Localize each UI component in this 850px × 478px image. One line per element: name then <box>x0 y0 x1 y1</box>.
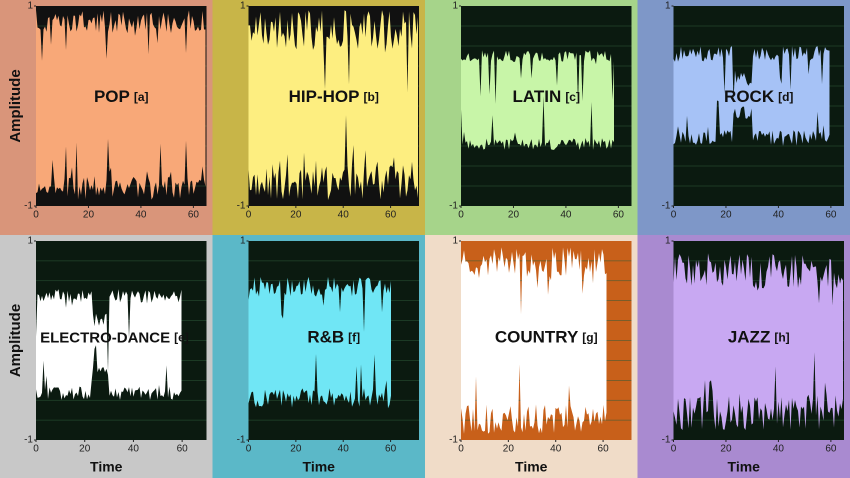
waveform <box>673 46 830 146</box>
x-axis-label: Time <box>515 459 548 475</box>
y-tick-label: -1 <box>24 201 33 212</box>
panel-title-text: ELECTRO-DANCE <box>40 329 170 346</box>
x-tick-label: 40 <box>128 444 140 455</box>
y-tick-label: -1 <box>24 435 33 446</box>
x-tick-label: 0 <box>458 444 464 455</box>
x-tick-label: 20 <box>79 444 91 455</box>
x-tick-label: 60 <box>188 210 200 221</box>
panel-title: R&B [f] <box>307 328 360 347</box>
panel-title: ELECTRO-DANCE [e] <box>40 329 189 346</box>
x-tick-label: 40 <box>773 210 785 221</box>
x-tick-label: 60 <box>613 210 625 221</box>
panel-title: LATIN [c] <box>513 87 580 106</box>
waveform <box>36 10 206 200</box>
panel-title-text: LATIN <box>513 87 562 106</box>
panel-title: JAZZ [h] <box>728 328 790 347</box>
x-tick-label: 20 <box>503 444 515 455</box>
panel-title-text: HIP-HOP <box>289 87 360 106</box>
waveform <box>673 253 843 430</box>
y-tick-label: 1 <box>27 1 33 12</box>
x-tick-label: 40 <box>560 210 572 221</box>
panel-tag: [b] <box>364 90 379 104</box>
x-axis-label: Time <box>728 459 761 475</box>
panel-tag: [a] <box>134 90 149 104</box>
x-tick-label: 40 <box>135 210 147 221</box>
y-tick-label: -1 <box>662 435 671 446</box>
x-tick-label: 60 <box>825 444 837 455</box>
panel-tag: [c] <box>565 90 580 104</box>
y-tick-label: 1 <box>452 236 458 247</box>
panel-title-text: R&B <box>307 328 344 347</box>
panel-tag: [g] <box>582 331 597 345</box>
x-tick-label: 60 <box>598 444 610 455</box>
x-tick-label: 0 <box>246 210 252 221</box>
y-tick-label: 1 <box>665 236 671 247</box>
x-tick-label: 20 <box>290 444 302 455</box>
x-tick-label: 0 <box>671 210 677 221</box>
panel-title-text: POP <box>94 87 130 106</box>
x-tick-label: 40 <box>338 444 350 455</box>
y-tick-label: 1 <box>27 236 33 247</box>
waveform <box>36 289 182 400</box>
y-axis-label: Amplitude <box>7 69 24 142</box>
panel-title-text: COUNTRY <box>495 328 579 347</box>
waveform <box>461 247 607 434</box>
x-tick-label: 0 <box>246 444 252 455</box>
x-tick-label: 0 <box>33 210 39 221</box>
x-tick-label: 20 <box>720 444 732 455</box>
y-tick-label: -1 <box>237 435 246 446</box>
panel-title: ROCK [d] <box>724 87 793 106</box>
x-tick-label: 20 <box>83 210 95 221</box>
waveform <box>461 50 614 151</box>
panel-tag: [d] <box>778 90 793 104</box>
panel-title: POP [a] <box>94 87 149 106</box>
panel-title: COUNTRY [g] <box>495 328 598 347</box>
panel-tag: [e] <box>174 331 189 345</box>
x-tick-label: 20 <box>720 210 732 221</box>
y-tick-label: -1 <box>662 201 671 212</box>
panel-title: HIP-HOP [b] <box>289 87 379 106</box>
panel-title-text: JAZZ <box>728 328 771 347</box>
x-tick-label: 40 <box>773 444 785 455</box>
y-tick-label: 1 <box>452 1 458 12</box>
y-tick-label: -1 <box>237 201 246 212</box>
x-tick-label: 20 <box>508 210 520 221</box>
y-axis-label: Amplitude <box>7 304 24 377</box>
y-tick-label: -1 <box>449 435 458 446</box>
panel-tag: [f] <box>348 331 360 345</box>
x-tick-label: 40 <box>550 444 562 455</box>
x-tick-label: 0 <box>458 210 464 221</box>
y-tick-label: -1 <box>449 201 458 212</box>
x-axis-label: Time <box>303 459 336 475</box>
y-tick-label: 1 <box>240 1 246 12</box>
x-tick-label: 60 <box>825 210 837 221</box>
x-tick-label: 0 <box>671 444 677 455</box>
y-tick-label: 1 <box>665 1 671 12</box>
y-tick-label: 1 <box>240 236 246 247</box>
x-tick-label: 60 <box>177 444 189 455</box>
x-axis-label: Time <box>90 459 123 475</box>
waveform <box>248 276 391 409</box>
x-tick-label: 60 <box>385 444 397 455</box>
x-tick-label: 60 <box>385 210 397 221</box>
x-tick-label: 0 <box>33 444 39 455</box>
x-tick-label: 40 <box>338 210 350 221</box>
x-tick-label: 20 <box>290 210 302 221</box>
panel-title-text: ROCK <box>724 87 775 106</box>
panel-tag: [h] <box>774 331 789 345</box>
waveform <box>248 10 418 200</box>
